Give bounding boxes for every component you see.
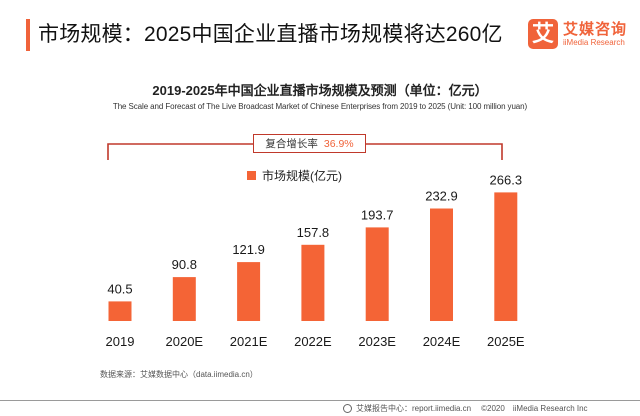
category-label: 2023E: [358, 334, 396, 349]
cagr-label: 复合增长率: [265, 138, 318, 150]
category-label: 2022E: [294, 334, 332, 349]
category-label: 2021E: [230, 334, 268, 349]
footer-divider: [0, 400, 640, 401]
bar-value-label: 157.8: [297, 225, 330, 240]
chart-title: 2019-2025年中国企业直播市场规模及预测（单位：亿元）: [152, 83, 488, 98]
cagr-annotation: 复合增长率 36.9%: [253, 134, 366, 153]
logo-text: 艾媒咨询 iiMedia Research: [563, 21, 627, 48]
category-label: 2025E: [487, 334, 525, 349]
footer-site: 艾媒报告中心：report.iimedia.cn: [356, 404, 472, 413]
report-center-icon: [343, 404, 352, 413]
chart-subtitle: The Scale and Forecast of The Live Broad…: [112, 102, 528, 111]
iimedia-logo: 艾 艾媒咨询 iiMedia Research: [528, 17, 627, 51]
bar-2020E: [172, 277, 196, 321]
title-accent-bar: [26, 19, 30, 51]
bar-value-label: 40.5: [107, 281, 132, 296]
footer-copyright: ©2020: [481, 404, 505, 413]
logo-name-en: iiMedia Research: [563, 37, 625, 47]
cagr-bracket: [107, 143, 503, 160]
footer: 艾媒报告中心：report.iimedia.cn ©2020 iiMedia R…: [343, 403, 588, 414]
bar-2024E: [430, 208, 453, 321]
bar-value-label: 193.7: [361, 207, 394, 222]
bar-2021E: [237, 262, 261, 321]
legend: 市场规模(亿元): [247, 167, 342, 184]
legend-label: 市场规模(亿元): [262, 169, 342, 183]
cagr-value: 36.9%: [323, 137, 354, 150]
bar-value-label: 90.8: [172, 257, 197, 272]
bars-layer: 40.5 2019 90.8 2020E 121.9 2021E 157.8 2022E 193…: [106, 172, 525, 349]
bar-2022E: [301, 244, 325, 321]
bar-value-label: 232.9: [425, 189, 458, 204]
bar-value-label: 266.3: [490, 172, 523, 187]
footer-company: iiMedia Research Inc: [512, 404, 588, 413]
category-label: 2024E: [423, 334, 461, 349]
bar-value-label: 121.9: [232, 242, 265, 257]
bar-2025E: [494, 192, 518, 321]
legend-swatch: [247, 171, 256, 180]
bar-2019: [108, 301, 132, 321]
category-label: 2019: [106, 334, 135, 349]
logo-mark-icon: 艾: [528, 19, 558, 49]
page-title: 市场规模：2025中国企业直播市场规模将达260亿: [38, 23, 503, 46]
data-source: 数据来源：艾媒数据中心（data.iimedia.cn）: [100, 370, 258, 379]
bar-2023E: [365, 227, 389, 321]
logo-name-cn: 艾媒咨询: [563, 20, 628, 38]
category-label: 2020E: [166, 334, 204, 349]
